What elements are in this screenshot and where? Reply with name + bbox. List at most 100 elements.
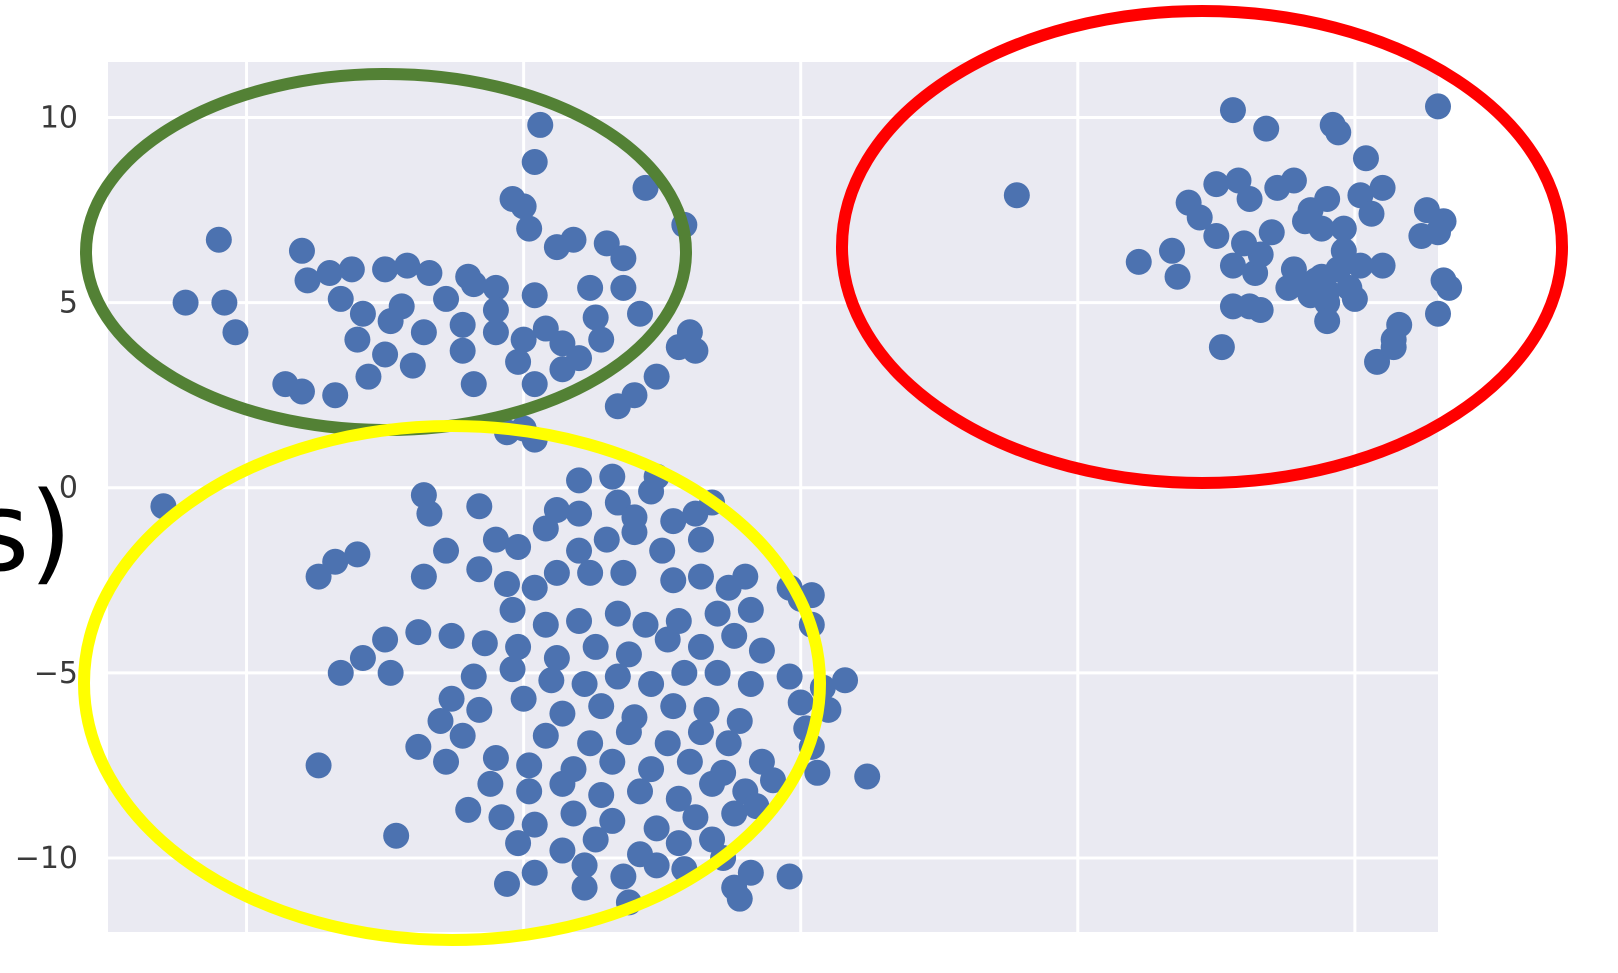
data-point (776, 663, 803, 690)
data-point (760, 767, 786, 794)
data-point (1425, 300, 1451, 327)
data-point (571, 852, 598, 879)
data-point (505, 533, 532, 560)
data-point (643, 852, 670, 879)
data-point (1425, 93, 1451, 120)
data-point (638, 756, 665, 783)
data-point (405, 619, 432, 646)
data-point (521, 282, 548, 309)
data-point (687, 633, 714, 660)
data-point (1369, 252, 1396, 279)
data-point (699, 770, 726, 797)
data-point (1159, 237, 1185, 264)
data-point (832, 667, 859, 694)
data-point (560, 226, 587, 253)
data-point (494, 870, 520, 897)
data-point (549, 700, 576, 727)
data-point (610, 274, 637, 301)
data-point (349, 645, 376, 672)
data-point (1347, 252, 1374, 279)
data-point (566, 608, 593, 635)
data-point (582, 304, 609, 331)
data-point (715, 730, 742, 757)
annotation-ellipse (836, 5, 1568, 489)
data-point (632, 611, 659, 638)
data-point (1203, 223, 1230, 249)
data-point (687, 526, 714, 553)
data-point (433, 285, 460, 312)
data-point (338, 256, 365, 283)
data-point (482, 274, 509, 301)
data-point (344, 326, 371, 353)
data-point (410, 319, 437, 346)
data-point (482, 526, 509, 553)
data-point (383, 822, 410, 849)
data-point (566, 537, 593, 564)
data-point (627, 300, 653, 327)
data-point (466, 493, 493, 520)
annotation-ellipse (78, 420, 826, 946)
data-point (682, 804, 709, 831)
data-point (211, 289, 238, 316)
data-point (737, 859, 764, 886)
data-point (560, 800, 587, 827)
data-point (566, 467, 593, 494)
data-point (388, 293, 415, 320)
data-point (776, 863, 803, 890)
data-point (1003, 182, 1030, 209)
data-point (1247, 297, 1274, 324)
data-point (394, 252, 421, 279)
data-point (593, 526, 620, 553)
data-point (327, 659, 354, 686)
data-point (1247, 241, 1274, 268)
data-point (1280, 167, 1307, 194)
data-point (521, 371, 548, 398)
data-point (1164, 263, 1191, 290)
data-point (676, 748, 703, 775)
data-point (726, 885, 753, 912)
data-point (599, 748, 626, 775)
data-point (532, 515, 559, 542)
data-point (1308, 215, 1335, 242)
data-point (566, 500, 593, 527)
data-point (588, 782, 615, 809)
data-point (172, 289, 199, 316)
data-point (1369, 174, 1396, 201)
data-point (649, 537, 676, 564)
data-point (322, 382, 349, 409)
data-point (549, 330, 576, 357)
data-point (288, 237, 315, 264)
data-point (521, 574, 548, 601)
data-point (527, 111, 554, 138)
data-point (721, 800, 748, 827)
data-point (665, 830, 692, 857)
data-point (610, 245, 637, 272)
data-point (1314, 185, 1341, 212)
data-point (466, 696, 493, 723)
data-point (1286, 271, 1313, 298)
data-point (593, 230, 620, 257)
data-point (499, 656, 526, 683)
data-point (521, 859, 548, 886)
data-point (687, 563, 714, 590)
data-point (532, 611, 559, 638)
data-point (438, 622, 465, 649)
data-points (150, 93, 1463, 916)
data-point (510, 685, 537, 712)
data-point (610, 863, 637, 890)
data-point (682, 500, 709, 527)
data-point (604, 663, 631, 690)
data-point (610, 559, 637, 586)
data-point (748, 637, 775, 664)
data-point (582, 826, 609, 853)
data-point (416, 260, 443, 287)
data-point (615, 719, 642, 746)
data-point (372, 626, 399, 653)
data-point (627, 778, 653, 805)
data-point (449, 337, 476, 364)
data-point (433, 748, 460, 775)
data-point (399, 352, 426, 379)
data-point (460, 663, 487, 690)
data-point (305, 563, 332, 590)
data-point (355, 363, 382, 390)
